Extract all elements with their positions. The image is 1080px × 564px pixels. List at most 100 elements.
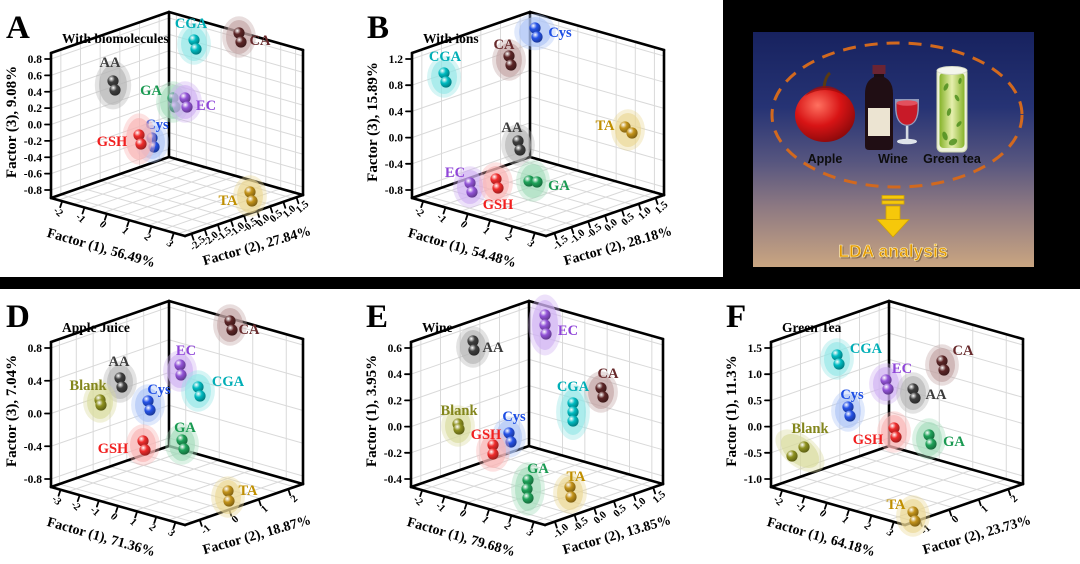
cluster-label-CA: CA — [494, 37, 515, 53]
panel-letter: E — [366, 299, 388, 335]
y-tick-label: -0.8 — [24, 474, 42, 486]
y-tick-label: 0.0 — [28, 120, 43, 132]
data-point — [842, 401, 854, 413]
x-axis-title: Factor (1), 71.36% — [45, 515, 157, 560]
data-point — [139, 444, 151, 456]
x-tick-label: 0 — [457, 508, 468, 520]
cluster-label-CGA: CGA — [212, 374, 245, 390]
x-tick-label: 2 — [503, 232, 514, 244]
z-axis-title: Factor (2), 18.87% — [201, 513, 313, 558]
x-tick-label: -2 — [411, 494, 425, 508]
cluster-label-EC: EC — [892, 361, 912, 377]
down-arrow-icon — [876, 195, 910, 238]
z-tick-label: 0 — [950, 514, 961, 526]
cluster-TA — [553, 472, 587, 514]
x-tick-label: 2 — [502, 521, 513, 533]
data-point — [137, 435, 149, 447]
cluster-TA — [211, 476, 245, 518]
data-point — [567, 406, 579, 418]
x-tick-label: 3 — [525, 238, 536, 250]
dashed-ellipse — [770, 41, 1024, 189]
cluster-label-CGA: CGA — [557, 379, 590, 395]
data-point — [890, 431, 902, 443]
y-tick-label: -0.6 — [24, 169, 42, 181]
cluster-label-GA: GA — [527, 461, 549, 477]
data-point — [505, 436, 517, 448]
cluster-label-Cys: Cys — [840, 387, 864, 403]
x-tick-label: -2 — [68, 499, 82, 513]
x-tick-label: 1 — [480, 225, 491, 237]
data-point — [923, 429, 935, 441]
y-tick-label: 0.0 — [389, 133, 404, 145]
data-point — [226, 324, 238, 336]
caption-shadow: LDA analysis — [840, 243, 950, 263]
cluster-CGA — [556, 383, 590, 441]
data-point — [244, 186, 256, 198]
panel-b: 1.2 0.8 0.4 0.0 -0.4 -0.8 -2 -1 0 1 2 3 -1.5 -1.0 -0.5… — [361, 0, 723, 277]
cluster-Blank — [83, 381, 117, 423]
data-point — [909, 515, 921, 527]
wine-glass-icon — [895, 99, 919, 145]
y-tick-label: 0.4 — [389, 106, 404, 118]
data-point — [531, 176, 543, 188]
data-point — [786, 450, 798, 462]
y-tick-label: 0.8 — [28, 343, 43, 355]
data-point — [135, 138, 147, 150]
x-tick-label: 1 — [479, 514, 490, 526]
y-axis-title: Factor (1), 11.3% — [724, 355, 740, 466]
cluster-GSH — [476, 430, 510, 472]
cluster-CA — [213, 304, 247, 346]
data-point — [522, 492, 534, 504]
panel-title: With biomolecules — [62, 31, 169, 46]
cluster-label-Blank: Blank — [69, 378, 107, 394]
cluster-label-Cys: Cys — [147, 382, 171, 398]
data-point — [531, 31, 543, 43]
data-point — [597, 391, 609, 403]
data-point — [833, 358, 845, 370]
cluster-AA — [501, 124, 535, 166]
data-point — [466, 186, 478, 198]
data-point — [505, 59, 517, 71]
data-point — [521, 483, 533, 495]
y-tick-label: 0.6 — [388, 343, 403, 355]
y-tick-label: -0.4 — [24, 152, 42, 164]
data-point — [567, 415, 579, 427]
cluster-Cys — [514, 13, 556, 51]
z-tick-label: 1.0 — [636, 205, 653, 222]
cluster-label-Cys: Cys — [502, 409, 526, 425]
cluster-EC — [869, 363, 903, 405]
x-axis-title: Factor (1), 54.48% — [406, 226, 518, 271]
z-tick-label: 0.0 — [592, 510, 609, 527]
data-point — [539, 319, 551, 331]
cluster-label-GA: GA — [943, 434, 965, 450]
x-tick-label: 1 — [127, 517, 138, 529]
data-point — [844, 410, 856, 422]
x-tick-label: -2 — [412, 205, 426, 219]
y-axis-ticks: 1.2 0.8 0.4 0.0 -0.4 -0.8 — [385, 54, 413, 197]
data-point — [567, 397, 579, 409]
y-tick-label: -1.0 — [744, 474, 762, 486]
cluster-label-Blank: Blank — [440, 403, 478, 419]
panel-letter: D — [6, 299, 30, 335]
y-tick-label: -0.4 — [384, 474, 402, 486]
y-tick-label: 0.4 — [28, 376, 43, 388]
data-point — [107, 75, 119, 87]
cluster-label-CA: CA — [250, 33, 271, 49]
y-tick-label: -0.2 — [384, 448, 402, 460]
data-point — [539, 309, 551, 321]
x-tick-label: 0 — [458, 219, 469, 231]
data-point — [468, 344, 480, 356]
panel-title: Green Tea — [782, 320, 842, 335]
cluster-label-EC: EC — [176, 343, 196, 359]
apple-label: Apple — [808, 152, 843, 166]
cluster-label-CGA: CGA — [850, 341, 883, 357]
panel-f: 1.5 1.0 0.5 0.0 -0.5 -1.0 -2 -1 0 1 2 3 -1 0 1 2 Factor … — [720, 289, 1080, 564]
panel-d: 0.8 0.4 0.0 -0.4 -0.8 -3 -2 -1 0 1 2 3 -1 0 1 2 Factor (… — [0, 289, 360, 564]
cluster-GSH — [122, 113, 156, 165]
data-point — [925, 438, 937, 450]
cluster-CGA — [181, 370, 215, 412]
cluster-CGA — [177, 23, 211, 65]
